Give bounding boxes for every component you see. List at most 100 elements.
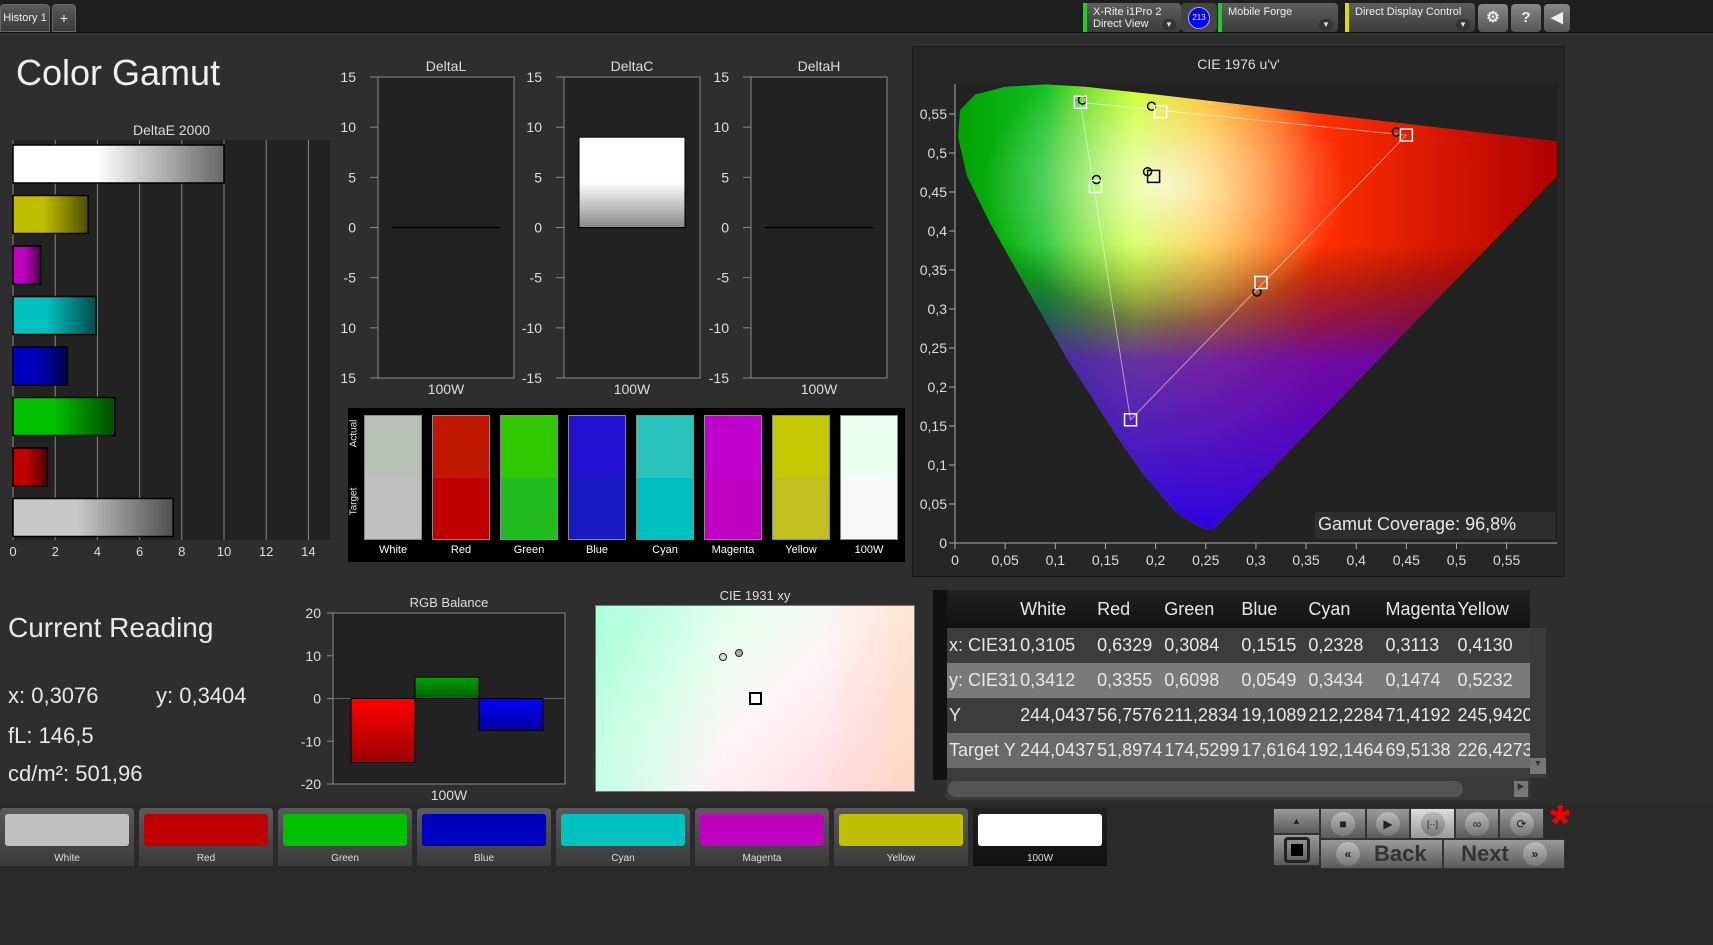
patch-button-red[interactable]: Red <box>139 808 273 866</box>
table-cell: 0,6098 <box>1164 670 1220 690</box>
stop-button[interactable]: ■ <box>1320 808 1366 839</box>
profile-dropdown[interactable]: Mobile Forge ▼ <box>1218 3 1338 32</box>
asterisk-icon: * <box>1550 795 1571 853</box>
x-tick-label: 0,55 <box>1493 552 1520 568</box>
loop-icon: ∞ <box>1465 811 1489 836</box>
table-cell: 0,3105 <box>1020 635 1076 655</box>
patch-button-cyan[interactable]: Cyan <box>556 808 690 866</box>
scrollbar-thumb[interactable] <box>948 781 1463 797</box>
x-tick-label: 0,45 <box>1393 552 1420 568</box>
patch-color <box>839 814 963 846</box>
patch-button-yellow[interactable]: Yellow <box>834 808 968 866</box>
y-tick-label: 0 <box>939 535 947 551</box>
table-cell: 56,7576 <box>1097 705 1163 725</box>
scroll-right-icon[interactable]: ▶ <box>1514 781 1528 797</box>
chart-title: DeltaC <box>611 58 654 74</box>
x-tick-label: 0,05 <box>992 552 1019 568</box>
x-tick-label: 0 <box>9 544 16 559</box>
table-cell: 212,2284 <box>1308 705 1384 725</box>
y-tick-label: -5 <box>530 270 543 286</box>
y-tick-label: 15 <box>713 69 729 85</box>
next-button[interactable]: Next » <box>1443 839 1565 869</box>
swatch-target-yellow <box>772 478 830 540</box>
patch-button-green[interactable]: Green <box>278 808 412 866</box>
collapse-button[interactable]: ▲ <box>1273 808 1320 834</box>
y-tick-label: 10 <box>340 119 356 135</box>
cie1931-chart <box>595 605 915 792</box>
x-tick-label: 14 <box>301 544 315 559</box>
target-point-blue <box>1123 413 1138 427</box>
chevron-down-icon: ▼ <box>1162 19 1176 31</box>
range-icon: [··] <box>1420 811 1445 836</box>
x-tick-label: 0 <box>951 552 959 568</box>
patch-color <box>283 814 407 846</box>
table-cell: Y <box>949 705 962 725</box>
y-tick-label: 0,45 <box>920 184 947 200</box>
table-cell: 7,5858 <box>1018 768 1095 778</box>
patch-color <box>561 814 685 846</box>
x-tick-label: 100W <box>431 787 468 803</box>
meter-dropdown[interactable]: X-Rite i1Pro 2 Direct View ▼ <box>1083 3 1181 32</box>
table-cell: 0,1474 <box>1385 670 1441 690</box>
refresh-button[interactable]: ⟳ <box>1499 808 1544 839</box>
swatch-label: Red <box>450 544 472 556</box>
patch-label: Yellow <box>886 853 916 864</box>
patch-button-magenta[interactable]: Magenta <box>695 808 829 866</box>
table-cell: 17,6164 <box>1241 740 1307 760</box>
scroll-down-icon[interactable]: ▼ <box>1530 758 1546 774</box>
badge-container: 213 <box>1181 3 1217 32</box>
x-tick-label: 0,5 <box>1447 552 1467 568</box>
bar-blue <box>12 346 69 386</box>
y-tick-label: 10 <box>526 119 542 135</box>
swatch-actual-cyan <box>636 415 694 478</box>
status-edge <box>1218 3 1222 32</box>
table-cell: 19,1089 <box>1241 705 1307 725</box>
table-cell: y: CIE31 <box>949 670 1019 690</box>
back-button[interactable]: « Back <box>1320 839 1443 869</box>
y-tick-label: -15 <box>340 370 356 386</box>
horizontal-scrollbar[interactable]: ▶ <box>946 778 1530 800</box>
chevron-left-icon: ◀ <box>1551 9 1563 26</box>
swatch-target-cyan <box>636 478 694 540</box>
range-button[interactable]: [··] <box>1410 808 1455 839</box>
display-control-dropdown[interactable]: Direct Display Control ▼ <box>1345 3 1475 32</box>
tab-history-1[interactable]: History 1 <box>0 4 50 32</box>
device-badge: 213 <box>1188 7 1210 29</box>
bar-green <box>12 396 116 437</box>
page-title: Color Gamut <box>16 52 221 93</box>
table-cell: 3,5587 <box>1456 768 1530 778</box>
bar-cyan <box>12 295 97 336</box>
patch-button-100w[interactable]: 100W <box>973 808 1107 866</box>
patch-button-blue[interactable]: Blue <box>417 808 551 866</box>
swatch-actual-white <box>364 415 422 478</box>
back-panel-button[interactable]: ◀ <box>1544 4 1570 32</box>
vertical-scrollbar[interactable]: ▼ <box>1530 628 1546 778</box>
next-label: Next <box>1461 841 1509 866</box>
table-cell: 0,0549 <box>1241 670 1297 690</box>
swatch-target-green <box>500 478 558 540</box>
patch-button-white[interactable]: White <box>0 808 134 866</box>
table-cell: 174,5299 <box>1164 740 1240 760</box>
loop-button[interactable]: ∞ <box>1455 808 1499 839</box>
measured-point-cyan <box>1091 174 1102 185</box>
stop-big-button[interactable] <box>1273 834 1320 866</box>
y-tick-label: 0,25 <box>920 340 947 356</box>
patch-label: Green <box>331 853 359 864</box>
measured-point <box>719 653 727 661</box>
swatch-label: Blue <box>585 544 609 556</box>
play-button[interactable]: ▶ <box>1366 808 1410 839</box>
column-header: Cyan <box>1308 598 1351 619</box>
table-row-gutter <box>933 590 947 780</box>
table-cell: 1,6261 <box>1095 768 1162 778</box>
settings-button[interactable]: ⚙ <box>1478 4 1508 32</box>
bar-magenta <box>12 245 42 285</box>
delta-lch-charts: DeltaL 15 10 5 0 -5 -10 -15 100W DeltaC 15 10 5 0 -5 -1… <box>340 58 888 397</box>
table-row: Y 244,0437 56,7576 211,2834 19,1089 212,2284 7… <box>947 698 1530 733</box>
reading-y: y: 0,3404 <box>156 683 247 708</box>
add-tab-button[interactable]: + <box>52 4 76 32</box>
help-button[interactable]: ? <box>1511 4 1541 32</box>
y-tick-label: -5 <box>344 270 357 286</box>
table-cell: 211,2834 <box>1164 705 1238 725</box>
back-label: Back <box>1374 841 1427 866</box>
double-chevron-left-icon: « <box>1336 842 1360 866</box>
